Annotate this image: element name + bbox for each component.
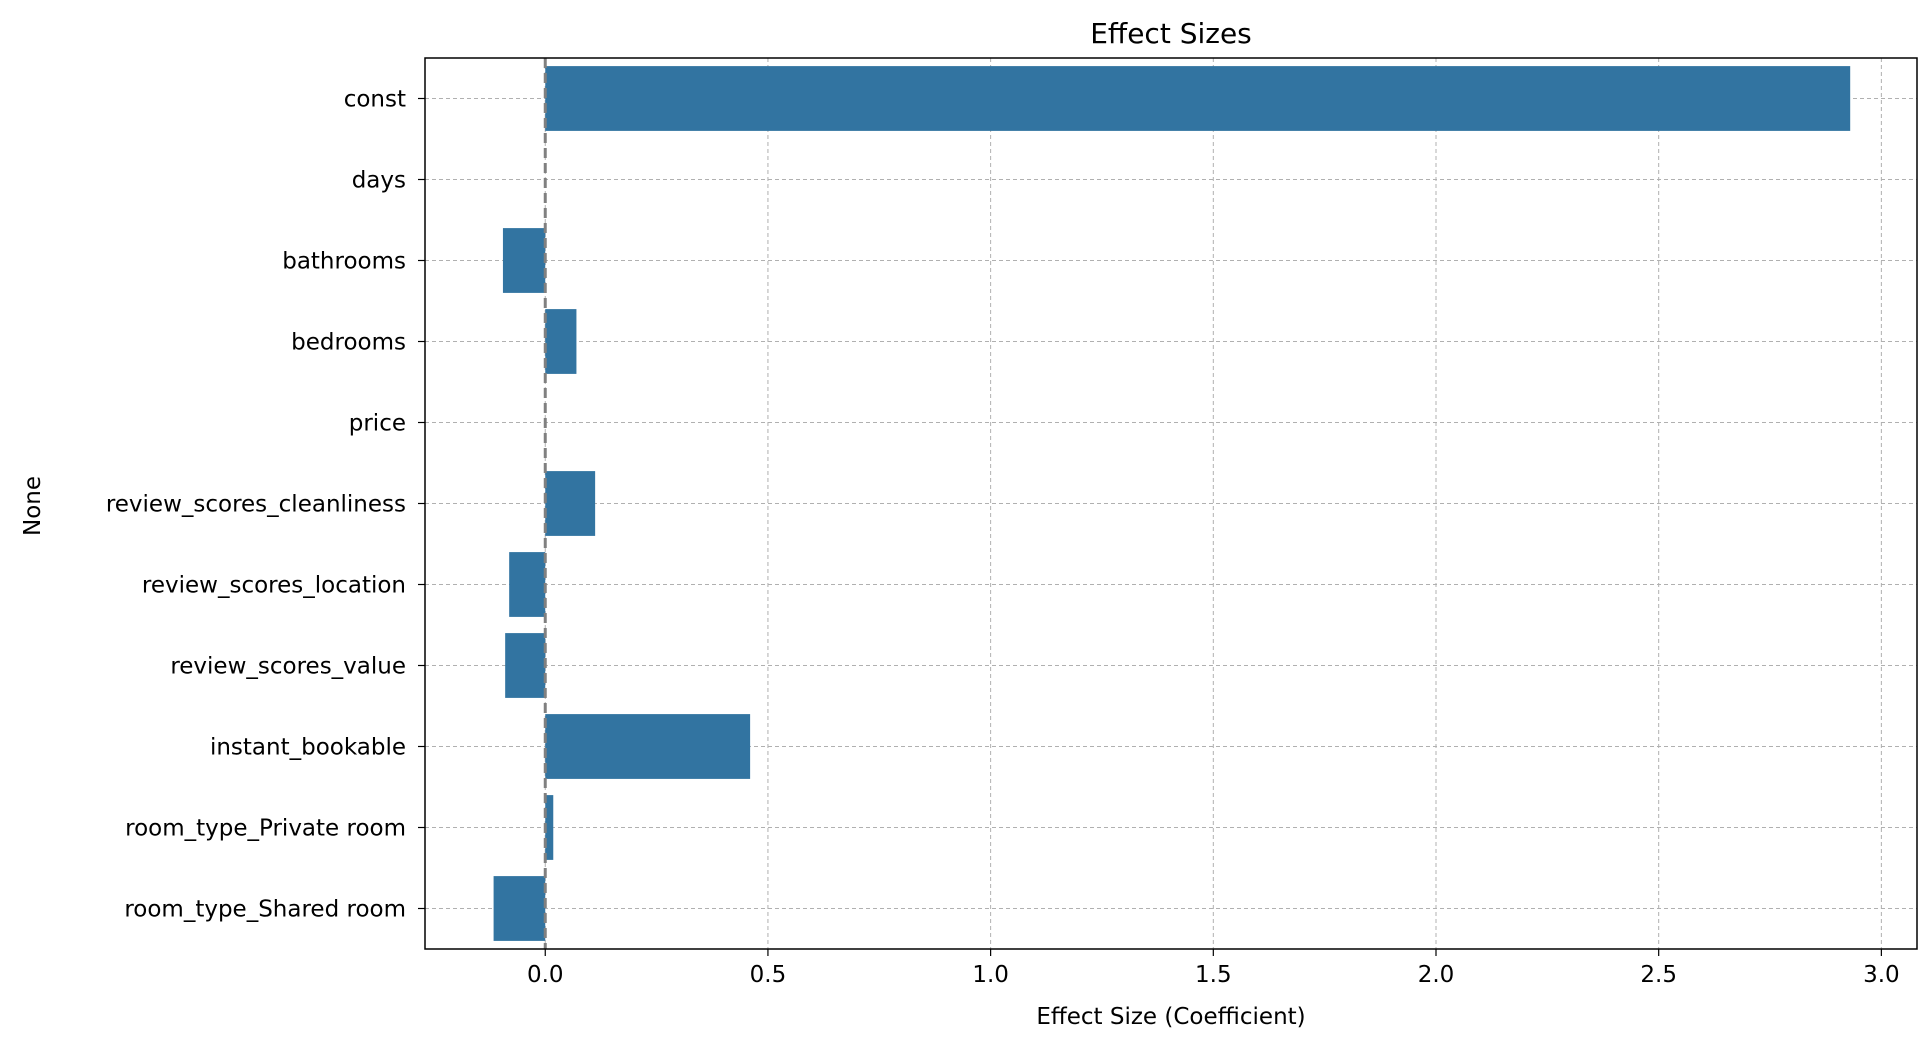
y-tick-label: review_scores_location — [142, 573, 406, 599]
x-tick-label: 2.5 — [1640, 962, 1677, 988]
x-tick-label: 1.5 — [1195, 962, 1232, 988]
y-tick-label: bathrooms — [282, 249, 406, 275]
bar-const — [545, 66, 1851, 131]
y-axis-label: None — [20, 476, 46, 536]
grid-layer — [425, 58, 1917, 949]
y-tick-label: review_scores_cleanliness — [106, 492, 406, 518]
bar-room-type-private-room — [545, 795, 554, 860]
bar-instant-bookable — [545, 714, 751, 779]
x-tick-label: 2.0 — [1418, 962, 1455, 988]
y-tick-label: price — [349, 411, 406, 437]
x-tick-label: 1.0 — [972, 962, 1009, 988]
bar-review-scores-value — [505, 633, 546, 698]
x-tick-label: 0.0 — [527, 962, 564, 988]
y-axis-ticks: const days bathrooms bedrooms price review_sc… — [106, 87, 425, 923]
x-tick-label: 0.5 — [750, 962, 787, 988]
y-tick-label: instant_bookable — [210, 735, 406, 761]
bar-room-type-shared-room — [493, 876, 546, 941]
x-axis-label: Effect Size (Coefficient) — [1036, 1004, 1305, 1030]
bar-review-scores-location — [509, 552, 546, 617]
bar-bedrooms — [545, 309, 577, 374]
y-tick-label: room_type_Private room — [125, 816, 406, 842]
y-tick-label: const — [344, 87, 406, 113]
x-tick-label: 3.0 — [1863, 962, 1900, 988]
y-tick-label: bedrooms — [291, 330, 406, 356]
bar-review-scores-cleanliness — [545, 471, 596, 536]
chart-title: Effect Sizes — [1090, 17, 1252, 50]
x-axis-ticks: 0.0 0.5 1.0 1.5 2.0 2.5 3.0 — [527, 949, 1900, 988]
y-tick-label: days — [352, 168, 406, 194]
bar-bathrooms — [502, 228, 546, 293]
y-tick-label: review_scores_value — [170, 654, 406, 680]
y-tick-label: room_type_Shared room — [124, 897, 406, 923]
bar-layer — [493, 66, 1851, 941]
